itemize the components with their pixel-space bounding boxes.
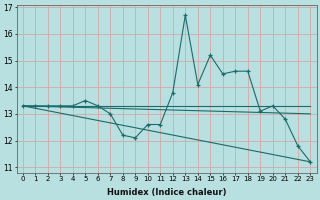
X-axis label: Humidex (Indice chaleur): Humidex (Indice chaleur) <box>107 188 226 197</box>
